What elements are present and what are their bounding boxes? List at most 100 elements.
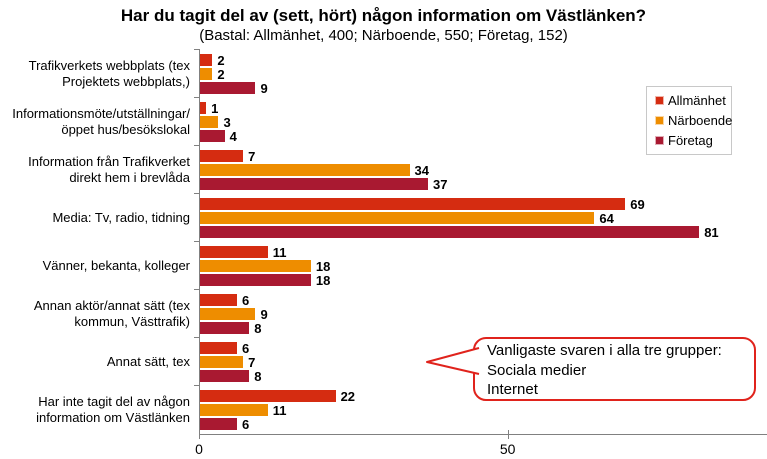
bar-line: 2 bbox=[200, 66, 767, 82]
x-tick-label: 0 bbox=[195, 441, 203, 457]
callout-tail-icon bbox=[426, 347, 480, 375]
chart-subtitle: (Bastal: Allmänhet, 400; Närboende, 550;… bbox=[199, 27, 568, 44]
bar-line: 7 bbox=[200, 148, 767, 164]
chart-title: Har du tagit del av (sett, hört) någon i… bbox=[120, 6, 647, 25]
chart-rows: Trafikverkets webbplats (tex Projektets … bbox=[0, 49, 767, 434]
bar-line: 69 bbox=[200, 196, 767, 212]
bar-line: 37 bbox=[200, 177, 767, 192]
bar-group: 7 34 37 bbox=[194, 145, 767, 194]
category-label: Vänner, bekanta, kolleger bbox=[42, 258, 190, 273]
bar-allmänhet bbox=[200, 198, 626, 210]
chart-row: Har inte tagit del av någon information … bbox=[0, 385, 767, 434]
bar-value-label: 6 bbox=[241, 340, 250, 356]
bar-value-label: 11 bbox=[272, 244, 287, 260]
bar-företag bbox=[200, 130, 225, 142]
chart-row: Vänner, bekanta, kolleger 11 18 18 bbox=[0, 241, 767, 290]
x-axis: 0 50 bbox=[195, 430, 767, 459]
bar-value-label: 7 bbox=[248, 354, 256, 370]
bar-value-label: 11 bbox=[272, 402, 287, 418]
legend-label: Företag bbox=[668, 133, 713, 148]
bar-line: 11 bbox=[200, 244, 767, 260]
bar-allmänhet bbox=[200, 342, 237, 354]
bar-line: 9 bbox=[200, 306, 767, 322]
bar-value-label: 6 bbox=[241, 416, 250, 432]
bar-value-label: 2 bbox=[217, 52, 225, 68]
bar-value-label: 18 bbox=[315, 272, 331, 288]
bar-närboende bbox=[200, 260, 311, 272]
chart-row: Media: Tv, radio, tidning 69 64 81 bbox=[0, 193, 767, 242]
bar-allmänhet bbox=[200, 102, 207, 114]
bar-value-label: 69 bbox=[630, 196, 645, 212]
bar-företag bbox=[200, 226, 700, 238]
bar-företag bbox=[200, 82, 256, 94]
legend-swatch-icon bbox=[655, 116, 664, 125]
bar-närboende bbox=[200, 404, 268, 416]
category-label: Information från Trafikverket direkt hem… bbox=[28, 154, 190, 185]
bar-line: 22 bbox=[200, 388, 767, 404]
bar-företag bbox=[200, 178, 429, 190]
bar-allmänhet bbox=[200, 150, 244, 162]
bar-value-label: 9 bbox=[260, 80, 268, 96]
legend-swatch-icon bbox=[655, 136, 664, 145]
bar-line: 8 bbox=[200, 368, 767, 384]
bar-value-label: 8 bbox=[254, 368, 262, 384]
bar-line: 4 bbox=[200, 128, 767, 144]
legend-swatch-icon bbox=[655, 96, 664, 105]
chart-row: Information från Trafikverket direkt hem… bbox=[0, 145, 767, 194]
bar-företag bbox=[200, 322, 250, 334]
bar-line: 81 bbox=[200, 224, 767, 240]
bar-value-label: 81 bbox=[704, 224, 719, 240]
bar-value-label: 2 bbox=[217, 66, 225, 82]
bar-företag bbox=[200, 418, 237, 430]
bar-line: 6 bbox=[200, 340, 767, 356]
category-label: Har inte tagit del av någon information … bbox=[36, 394, 190, 425]
bar-närboende bbox=[200, 68, 213, 80]
bar-allmänhet bbox=[200, 294, 237, 306]
bar-line: 8 bbox=[200, 320, 767, 336]
legend-item: Allmänhet bbox=[655, 93, 726, 108]
bar-value-label: 8 bbox=[254, 320, 262, 336]
category-label: Informationsmöte/utställningar/ öppet hu… bbox=[12, 106, 190, 137]
callout-text: Vanligaste svaren i alla tre grupper: So… bbox=[487, 342, 722, 398]
bar-value-label: 9 bbox=[260, 306, 268, 322]
bar-line: 34 bbox=[200, 163, 767, 178]
bar-line: 7 bbox=[200, 354, 767, 370]
bar-närboende bbox=[200, 164, 410, 176]
bar-value-label: 3 bbox=[223, 114, 231, 130]
x-tick-label: 50 bbox=[499, 441, 516, 457]
bar-line: 6 bbox=[200, 416, 767, 432]
legend-label: Allmänhet bbox=[668, 93, 726, 108]
bar-närboende bbox=[200, 356, 244, 368]
bar-group: 69 64 81 bbox=[194, 193, 767, 242]
bar-line: 2 bbox=[200, 52, 767, 68]
chart-row: Trafikverkets webbplats (tex Projektets … bbox=[0, 49, 767, 98]
bar-allmänhet bbox=[200, 246, 268, 258]
bar-line: 1 bbox=[200, 100, 767, 116]
chart-row: Annat sätt, tex 6 7 8 bbox=[0, 337, 767, 386]
bar-value-label: 64 bbox=[599, 210, 614, 226]
bar-value-label: 1 bbox=[211, 100, 219, 116]
x-tick-mark bbox=[199, 430, 200, 439]
bar-närboende bbox=[200, 212, 595, 224]
bar-value-label: 22 bbox=[340, 388, 356, 404]
bar-value-label: 7 bbox=[248, 148, 256, 164]
bar-line: 6 bbox=[200, 292, 767, 308]
bar-value-label: 18 bbox=[315, 258, 331, 274]
bar-line: 11 bbox=[200, 402, 767, 418]
x-tick-mark bbox=[507, 430, 509, 439]
bar-chart: Trafikverkets webbplats (tex Projektets … bbox=[0, 49, 767, 459]
legend-item: Företag bbox=[655, 134, 725, 147]
bar-value-label: 4 bbox=[229, 128, 237, 144]
bar-line: 64 bbox=[200, 210, 767, 226]
bar-value-label: 6 bbox=[241, 292, 250, 308]
bar-företag bbox=[200, 370, 250, 382]
category-label: Media: Tv, radio, tidning bbox=[52, 210, 190, 225]
bar-line: 18 bbox=[200, 258, 767, 274]
category-label: Annan aktör/annat sätt (tex kommun, Väst… bbox=[33, 298, 190, 329]
category-label: Trafikverkets webbplats (tex Projektets … bbox=[28, 58, 190, 89]
